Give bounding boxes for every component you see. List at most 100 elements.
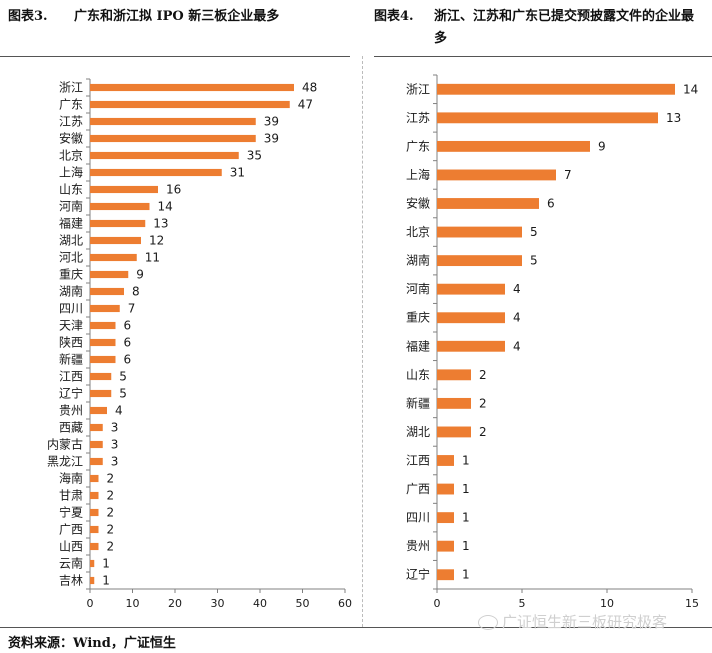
left-data-label: 4 [115,404,123,418]
left-bar [90,117,256,126]
left-data-label: 48 [302,81,317,95]
right-data-label: 13 [666,111,681,125]
left-data-label: 5 [119,370,127,384]
right-data-label: 1 [462,454,470,468]
left-category-label: 河北 [59,251,83,265]
left-category-label: 安徽 [59,131,83,146]
right-data-label: 4 [513,311,521,325]
right-data-label: 2 [479,425,487,439]
left-bar [90,355,116,364]
right-data-label: 1 [462,482,470,496]
left-data-label: 35 [247,149,262,163]
right-category-label: 江苏 [406,111,430,125]
right-x-tick-label-2: 10 [600,597,614,610]
left-category-label: 北京 [59,149,83,163]
left-bar [90,151,239,160]
left-x-tick-label-1: 10 [126,597,140,610]
right-category-label: 福建 [406,338,430,353]
right-x-tick-label-0: 0 [434,597,441,610]
bottom-rule [0,627,712,628]
right-category-label: 新疆 [406,395,430,410]
right-data-label: 4 [513,282,521,296]
left-x-tick-label-4: 40 [253,597,267,610]
left-bar [90,219,146,228]
left-bar [90,474,99,483]
left-data-label: 13 [153,217,168,231]
left-data-label: 6 [124,353,132,367]
right-category-label: 四川 [406,511,430,525]
right-bar [437,569,454,581]
left-bar [90,525,99,534]
left-category-label: 贵州 [59,404,83,418]
right-bar [437,140,590,152]
right-bar [437,426,471,438]
left-data-label: 2 [107,523,115,537]
left-x-tick-label-5: 50 [296,597,310,610]
right-bar [437,169,556,181]
right-bar [437,226,522,238]
left-bar [90,508,99,517]
figure3-title: 广东和浙江拟 IPO 新三板企业最多 [74,9,280,24]
left-data-label: 6 [124,336,132,350]
right-bar [437,540,454,552]
right-data-label: 2 [479,368,487,382]
left-x-tick-label-2: 20 [168,597,182,610]
right-data-label: 1 [462,511,470,525]
right-x-tick-label-1: 5 [519,597,526,610]
left-bar [90,440,103,449]
left-category-label: 吉林 [59,574,83,588]
left-category-label: 陕西 [59,335,83,350]
left-data-label: 39 [264,115,279,129]
right-data-label: 5 [530,225,538,239]
left-category-label: 天津 [59,319,83,333]
left-data-label: 1 [102,574,110,588]
right-bar [437,512,454,524]
left-category-label: 湖北 [59,233,83,248]
left-category-label: 浙江 [59,81,83,95]
left-category-label: 甘肃 [59,489,83,503]
right-data-label: 7 [564,168,572,182]
left-data-label: 2 [107,540,115,554]
left-bar [90,389,112,398]
left-category-label: 上海 [59,165,83,180]
right-bar [437,483,454,495]
left-bar [90,423,103,432]
left-bar [90,457,103,466]
left-bar [90,134,256,143]
figure4-title: 浙江、江苏和广东已提交预披露文件的企业最多 [434,9,695,46]
left-data-label: 2 [107,489,115,503]
left-category-label: 重庆 [59,268,83,282]
left-category-label: 辽宁 [59,386,83,401]
left-data-label: 7 [128,302,136,316]
right-category-label: 浙江 [406,82,430,96]
left-category-label: 四川 [59,302,83,316]
left-data-label: 12 [149,234,164,248]
figure3-label: 图表3. [8,9,48,24]
left-bar [90,168,222,177]
left-bar [90,287,124,296]
right-category-label: 辽宁 [406,567,430,582]
left-category-label: 广西 [59,523,83,537]
panel-divider [362,56,363,627]
left-bar [90,372,112,381]
right-category-label: 北京 [406,225,430,239]
right-category-label: 上海 [406,167,430,182]
left-category-label: 新疆 [59,352,83,367]
left-data-label: 14 [158,200,173,214]
right-bar [437,369,471,381]
right-bar [437,283,505,295]
left-bar [90,253,137,262]
left-bar [90,491,99,500]
left-bar [90,542,99,551]
right-bar [437,340,505,352]
right-category-label: 河南 [406,281,430,296]
left-bar [90,559,95,568]
left-data-label: 31 [230,166,245,180]
left-bar [90,406,107,415]
right-bar [437,83,675,95]
right-data-label: 5 [530,254,538,268]
left-category-label: 湖南 [59,284,83,299]
left-data-label: 3 [111,455,119,469]
right-bar [437,198,539,209]
